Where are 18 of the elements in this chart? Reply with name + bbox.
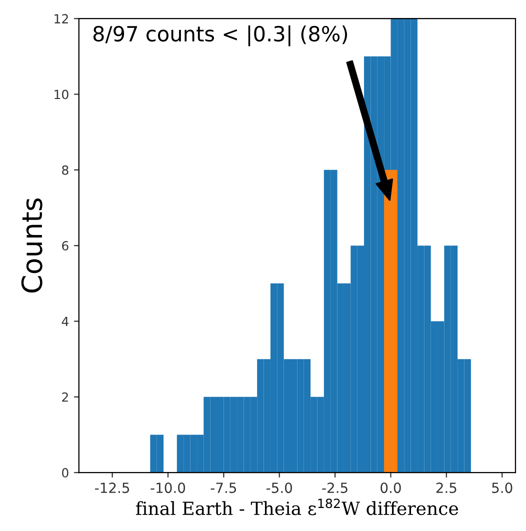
x-tick-label: 2.5 <box>436 482 456 494</box>
y-tick-label: 10 <box>54 90 68 100</box>
x-tick-label: 5.0 <box>492 482 512 494</box>
y-tick-label: 6 <box>62 241 68 251</box>
x-axis-title: final Earth - Theia ε$^{182}$W difference <box>136 498 458 516</box>
y-tick-label: 4 <box>62 316 68 326</box>
x-tick-label: -7.5 <box>210 482 236 494</box>
x-tick-label: -5.0 <box>266 482 292 494</box>
x-tick-label: -2.5 <box>322 482 348 494</box>
y-tick-label: 8 <box>62 165 68 175</box>
y-tick-label: 12 <box>54 14 68 24</box>
annotation: 8/97 counts < |0.3| (8%) <box>93 25 348 46</box>
y-tick-label: 2 <box>62 392 68 402</box>
y-tick-label: 0 <box>62 468 68 478</box>
x-tick-label: -12.5 <box>95 482 130 494</box>
x-tick-label: -10.0 <box>150 482 186 494</box>
y-axis-title: Counts <box>21 198 42 293</box>
x-tick-label: 0.0 <box>380 482 401 494</box>
